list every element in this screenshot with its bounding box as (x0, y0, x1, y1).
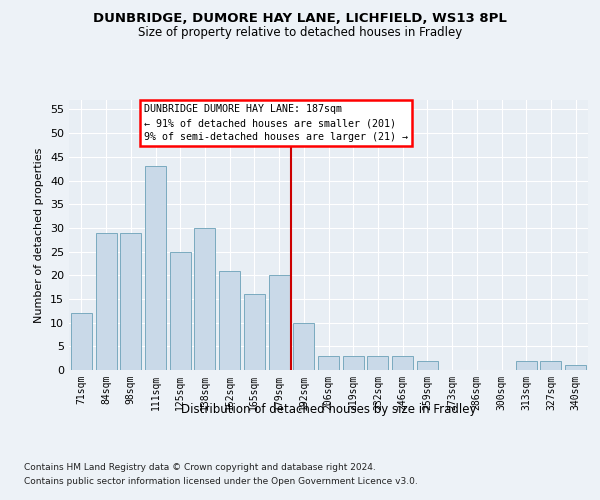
Bar (269, 276, 290, 370)
Bar (194, 228, 215, 370)
Bar (71, 313, 92, 370)
Text: DUNBRIDGE DUMORE HAY LANE: 187sqm
← 91% of detached houses are smaller (201)
9% : DUNBRIDGE DUMORE HAY LANE: 187sqm ← 91% … (144, 104, 408, 142)
Text: Contains public sector information licensed under the Open Government Licence v3: Contains public sector information licen… (24, 477, 418, 486)
Bar (516, 360, 537, 370)
Bar (367, 356, 388, 370)
Bar (417, 360, 438, 370)
Y-axis label: Number of detached properties: Number of detached properties (34, 148, 44, 322)
Text: DUNBRIDGE, DUMORE HAY LANE, LICHFIELD, WS13 8PL: DUNBRIDGE, DUMORE HAY LANE, LICHFIELD, W… (93, 12, 507, 26)
Bar (244, 294, 265, 370)
Bar (95, 232, 116, 370)
Bar (219, 270, 240, 370)
Bar (170, 252, 191, 370)
Text: Contains HM Land Registry data © Crown copyright and database right 2024.: Contains HM Land Registry data © Crown c… (24, 464, 376, 472)
Bar (392, 356, 413, 370)
Bar (541, 360, 562, 370)
Bar (145, 166, 166, 370)
Bar (343, 356, 364, 370)
Bar (293, 322, 314, 370)
Bar (120, 232, 141, 370)
Bar (318, 356, 339, 370)
Bar (565, 366, 586, 370)
Text: Distribution of detached houses by size in Fradley: Distribution of detached houses by size … (181, 402, 476, 415)
Text: Size of property relative to detached houses in Fradley: Size of property relative to detached ho… (138, 26, 462, 39)
